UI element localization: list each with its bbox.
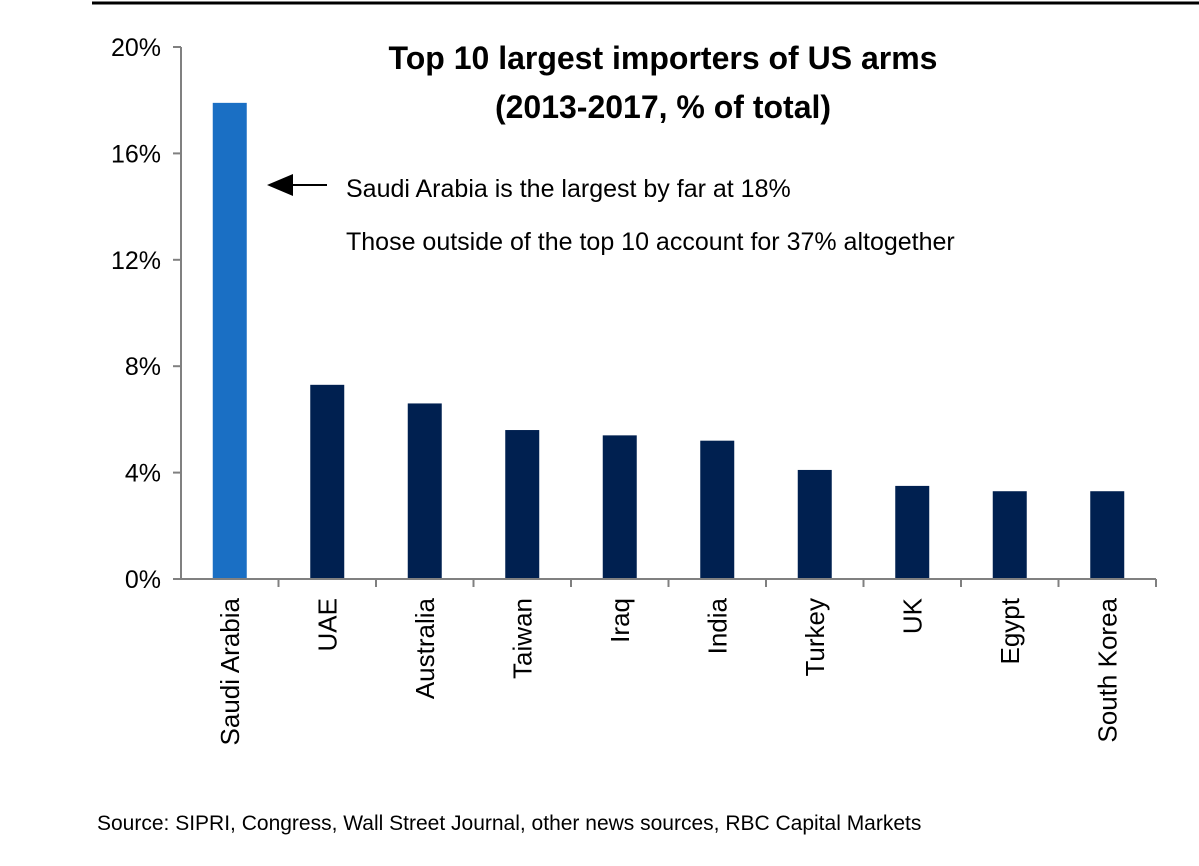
source-note: Source: SIPRI, Congress, Wall Street Jou…	[97, 812, 922, 835]
y-tick-label: 16%	[111, 140, 161, 168]
y-tick-label: 8%	[125, 353, 161, 381]
y-tick-label: 0%	[125, 566, 161, 594]
bars	[212, 102, 1125, 580]
bar-india	[700, 440, 735, 579]
x-tick-label: Australia	[410, 597, 440, 699]
x-tick-label: India	[702, 597, 732, 654]
y-tick-label: 4%	[125, 460, 161, 488]
y-tick-label: 20%	[111, 34, 161, 62]
bar-uae	[310, 384, 345, 579]
bar-australia	[407, 403, 442, 579]
bar-saudi-arabia	[212, 102, 247, 580]
bar-egypt	[992, 491, 1027, 579]
x-tick-label: Saudi Arabia	[215, 597, 245, 745]
x-tick-label: Iraq	[605, 598, 635, 643]
x-tick-label: UK	[897, 597, 927, 634]
bar-taiwan	[505, 430, 540, 579]
bar-turkey	[797, 469, 832, 579]
chart-title-line2: (2013-2017, % of total)	[495, 89, 831, 125]
x-tick-label: Taiwan	[507, 598, 537, 679]
bar-uk	[895, 485, 930, 579]
chart-title-line1: Top 10 largest importers of US arms	[389, 40, 938, 76]
x-axis-labels: Saudi Arabia UAE Australia Taiwan Iraq India T…	[215, 579, 1157, 745]
annotation-arrow	[267, 174, 327, 196]
x-tick-label: UAE	[312, 598, 342, 651]
annotation-outside-top10: Those outside of the top 10 account for …	[346, 228, 955, 256]
bar-iraq	[602, 435, 637, 579]
x-tick-label: South Korea	[1092, 597, 1122, 742]
bar-south-korea	[1090, 491, 1125, 579]
x-tick-label: Egypt	[995, 597, 1025, 664]
y-axis: 0% 4% 8% 12% 16% 20%	[111, 34, 182, 594]
x-tick-label: Turkey	[800, 598, 830, 677]
y-tick-label: 12%	[111, 247, 161, 275]
annotation-saudi: Saudi Arabia is the largest by far at 18…	[346, 175, 791, 203]
